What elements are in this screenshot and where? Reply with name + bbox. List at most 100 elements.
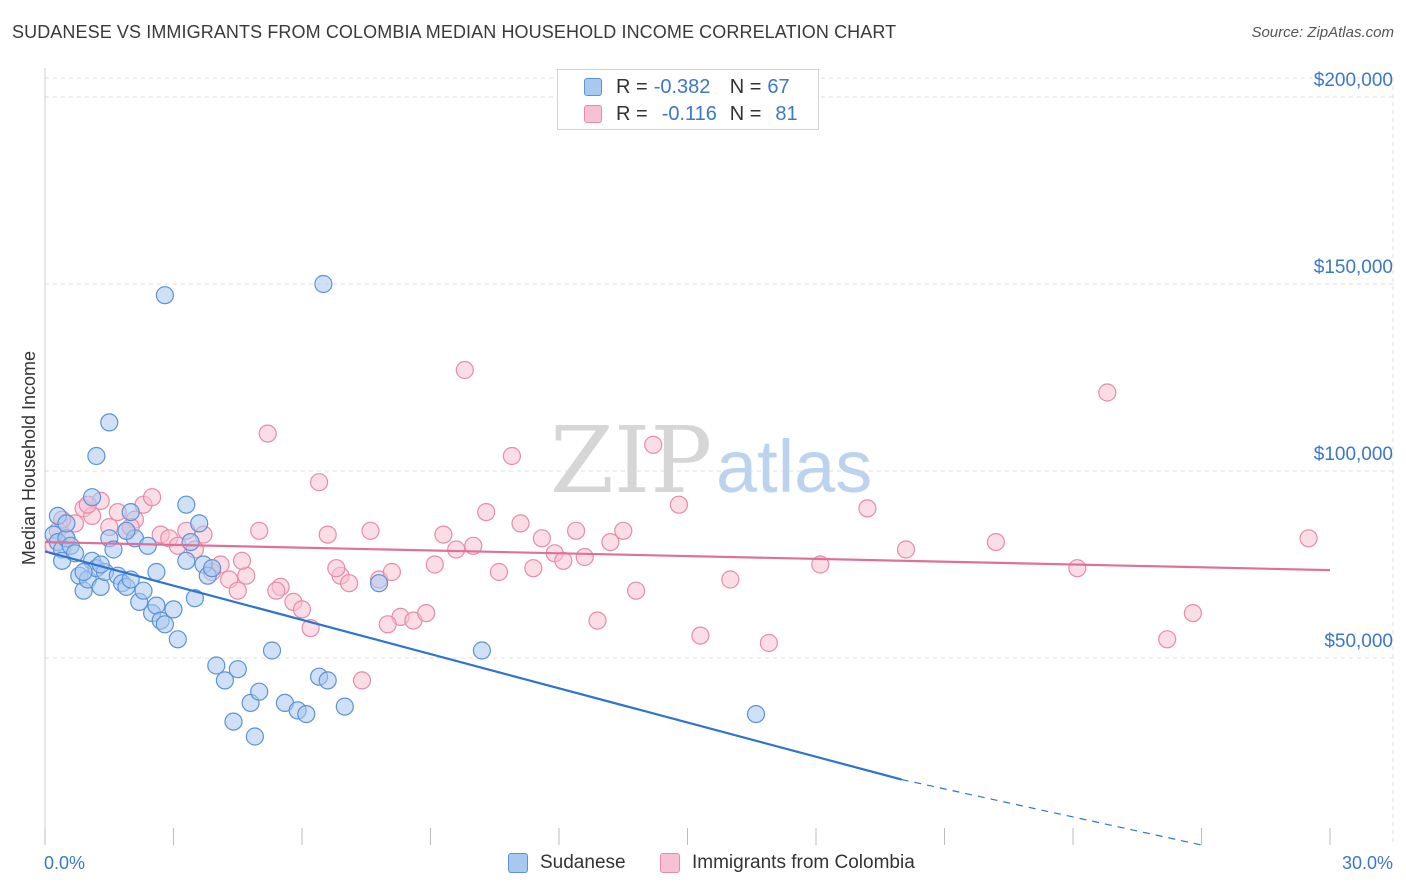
sudanese-point <box>314 274 333 294</box>
colombia-point <box>292 600 312 619</box>
sudanese-point <box>117 521 136 540</box>
legend-swatch-blue <box>584 78 602 96</box>
legend-n-value: 67 <box>767 75 790 98</box>
legend-item-sudanese[interactable]: Sudanese <box>508 852 626 874</box>
colombia-point <box>811 555 830 574</box>
colombia-point <box>1098 383 1117 402</box>
sudanese-point <box>185 589 204 608</box>
sudanese-point <box>164 600 183 619</box>
colombia-point <box>232 551 252 570</box>
sudanese-point <box>370 574 389 593</box>
colombia-point <box>378 615 397 634</box>
legend-r-label: R = <box>616 102 648 125</box>
colombia-point <box>464 536 483 555</box>
colombia-point <box>759 633 779 653</box>
colombia-point <box>691 626 710 645</box>
colombia-point <box>267 581 286 600</box>
legend-r-value: -0.116 <box>661 102 717 125</box>
y-tick-label: $150,000 <box>1314 257 1393 278</box>
watermark: ZIP atlas <box>550 407 872 514</box>
colombia-trend-line <box>44 540 1331 572</box>
colombia-point <box>614 521 633 540</box>
axis-layer: $50,000 $100,000 $150,000 $200,000 0.0% 30.0% <box>44 68 1393 873</box>
sudanese-point <box>100 413 119 432</box>
sudanese-point <box>147 596 166 615</box>
legend-r-label: R = <box>616 75 648 98</box>
sudanese-point <box>121 502 140 522</box>
sudanese-point <box>297 704 316 724</box>
legend-n-value: 81 <box>775 102 798 125</box>
sudanese-point <box>215 671 234 690</box>
colombia-point <box>228 581 247 600</box>
sudanese-point <box>155 286 174 305</box>
colombia-point <box>237 566 256 585</box>
legend-n-label: N = <box>729 102 762 125</box>
colombia-point <box>502 446 521 466</box>
y-tick-label: $100,000 <box>1314 444 1393 465</box>
legend-label-sudanese: Sudanese <box>540 852 626 873</box>
sudanese-point <box>262 641 282 660</box>
colombia-point <box>425 555 444 574</box>
colombia-point <box>721 570 740 589</box>
sudanese-point <box>177 551 196 570</box>
sudanese-point <box>147 562 166 582</box>
sudanese-point <box>57 514 76 533</box>
colombia-point <box>858 499 877 518</box>
colombia-point <box>896 540 916 559</box>
legend-r-value: -0.382 <box>653 75 711 98</box>
legend-swatch-pink <box>584 105 602 123</box>
watermark-zip: ZIP <box>550 407 712 514</box>
colombia-point <box>340 574 359 593</box>
trend-layer <box>44 540 1331 846</box>
sudanese-point <box>472 641 491 660</box>
legend-swatch-sudanese <box>508 853 528 873</box>
sudanese-point <box>168 630 187 649</box>
colombia-point <box>310 473 329 492</box>
legend-n-label: N = <box>729 75 762 98</box>
y-tick-label: $50,000 <box>1324 631 1393 652</box>
colombia-point <box>575 547 594 567</box>
sudanese-point <box>138 536 157 555</box>
sudanese-point <box>190 514 209 533</box>
colombia-point <box>986 532 1006 552</box>
sudanese-point <box>87 446 106 466</box>
legend-row-colombia: R = -0.116 N = 81 <box>584 101 798 127</box>
colombia-point <box>455 360 474 380</box>
chart-title: SUDANESE VS IMMIGRANTS FROM COLOMBIA MED… <box>12 22 897 42</box>
colombia-point <box>489 562 509 582</box>
colombia-point <box>361 521 380 540</box>
colombia-point <box>318 525 337 544</box>
sudanese-point <box>746 704 766 724</box>
sudanese-point <box>91 577 110 597</box>
sudanese-point <box>224 712 243 731</box>
colombia-point <box>566 521 586 540</box>
sudanese-point <box>203 559 222 578</box>
watermark-atlas: atlas <box>716 425 872 508</box>
colombia-point <box>532 529 552 548</box>
sudanese-point <box>335 697 354 716</box>
colombia-point <box>644 435 663 454</box>
colombia-point <box>626 581 646 600</box>
colombia-point <box>382 562 401 582</box>
legend-item-colombia[interactable]: Immigrants from Colombia <box>660 852 915 874</box>
points-layer <box>44 274 1318 746</box>
colombia-point <box>352 671 372 690</box>
colombia-point <box>327 559 346 578</box>
sudanese-trend-line <box>44 550 902 781</box>
colombia-point <box>554 551 573 570</box>
colombia-point <box>1158 630 1177 649</box>
colombia-point <box>588 611 607 630</box>
sudanese-point <box>155 615 174 634</box>
sudanese-point <box>181 532 200 552</box>
colombia-point <box>250 521 269 540</box>
sudanese-point <box>74 562 93 582</box>
stats-legend: R = -0.382 N = 67 R = -0.116 N = 81 <box>557 69 819 130</box>
colombia-point <box>143 488 162 507</box>
sudanese-point <box>318 671 337 690</box>
colombia-point <box>511 514 530 533</box>
colombia-point <box>258 424 277 443</box>
colombia-point <box>417 603 436 623</box>
sudanese-trend-extension <box>901 778 1202 846</box>
sudanese-point <box>207 656 226 675</box>
